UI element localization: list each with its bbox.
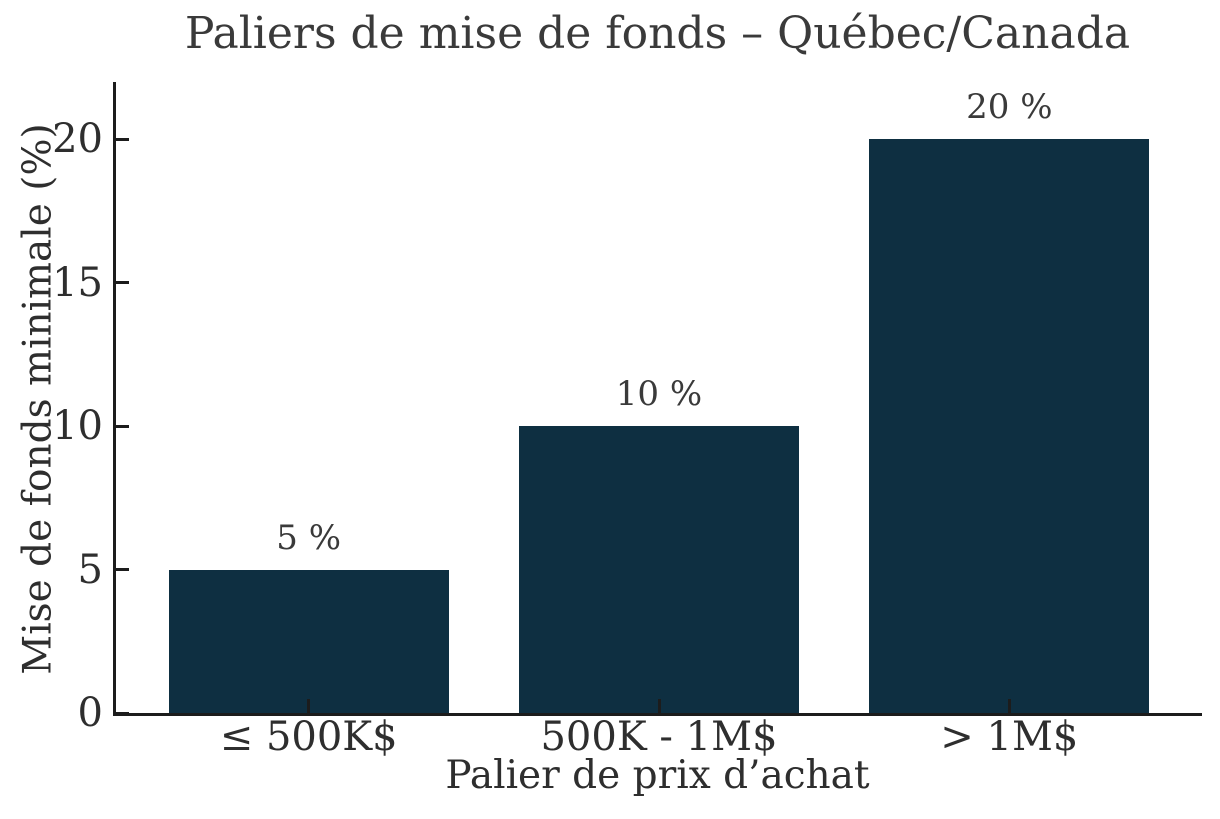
- y-tick-label: 20: [52, 116, 103, 163]
- y-tick-mark: [116, 281, 129, 285]
- x-tick-label: > 1M$: [940, 714, 1079, 760]
- y-axis-label: Mise de fonds minimale (%): [15, 123, 61, 675]
- y-tick-mark: [116, 424, 129, 428]
- x-axis-label: Palier de prix d’achat: [445, 753, 870, 798]
- chart-title: Paliers de mise de fonds – Québec/Canada: [184, 8, 1131, 59]
- bar-value-label: 10 %: [615, 374, 703, 415]
- bar: [869, 139, 1150, 713]
- y-tick-mark: [116, 711, 129, 715]
- y-tick-label: 0: [77, 690, 103, 736]
- y-tick-mark: [116, 568, 129, 572]
- x-tick-mark: [307, 699, 311, 713]
- bar-value-label: 20 %: [966, 87, 1053, 128]
- y-tick-label: 10: [52, 403, 103, 450]
- bar: [168, 569, 449, 713]
- x-tick-label: ≤ 500K$: [219, 714, 398, 760]
- x-tick-mark: [657, 699, 661, 713]
- y-tick-mark: [116, 137, 129, 141]
- x-tick-mark: [1007, 699, 1011, 713]
- x-tick-label: 500K - 1M$: [540, 714, 778, 760]
- y-tick-label: 15: [52, 259, 103, 306]
- plot-area: 0 5 10 15 20 ≤ 500K$ 5 % 500K - 1M$ 10 % > 1M$ 20 …: [52, 82, 1202, 760]
- bar: [518, 426, 800, 713]
- bar-value-label: 5 %: [276, 517, 342, 558]
- y-tick-label: 5: [77, 546, 103, 593]
